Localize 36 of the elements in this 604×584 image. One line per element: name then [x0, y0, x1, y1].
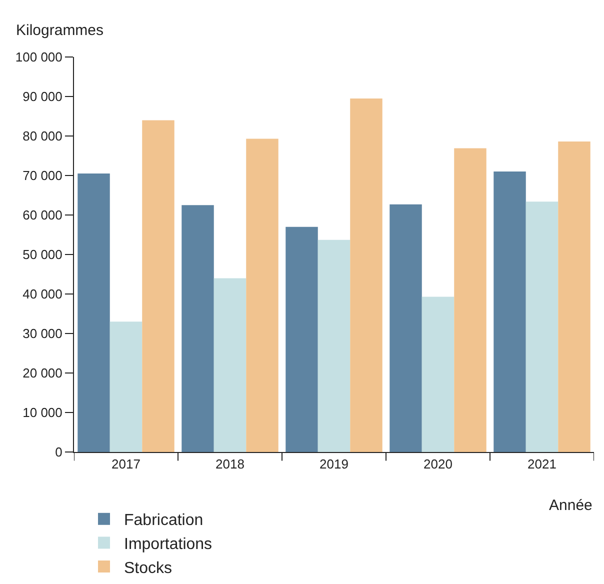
y-tick-label: 30 000: [22, 326, 62, 342]
bar: [78, 174, 110, 452]
y-tick-label: 100 000: [15, 50, 62, 65]
legend-label: Importations: [124, 536, 212, 553]
bar: [558, 142, 590, 452]
bar: [246, 138, 278, 452]
y-tick-label: 80 000: [22, 128, 62, 144]
bar: [454, 148, 486, 452]
bar: [110, 322, 142, 452]
y-tick-label: 20 000: [22, 366, 62, 381]
x-tick-label: 2021: [528, 456, 556, 472]
x-tick-label: 2017: [112, 456, 140, 472]
bar: [422, 296, 454, 452]
bar: [390, 204, 422, 452]
bar: [494, 172, 526, 452]
y-tick-label: 0: [55, 444, 62, 460]
y-tick-label: 40 000: [22, 286, 62, 302]
y-tick-label: 60 000: [22, 208, 62, 223]
bar: [350, 98, 382, 452]
x-tick-label: 2018: [216, 456, 244, 472]
x-axis-title: Année: [549, 497, 592, 514]
y-tick-label: 90 000: [22, 89, 62, 104]
bar: [142, 120, 174, 452]
bar: [526, 202, 558, 452]
y-tick-label: 70 000: [22, 168, 62, 184]
y-tick-label: 10 000: [22, 405, 62, 420]
y-tick-label: 50 000: [22, 247, 62, 262]
bar: [214, 278, 246, 452]
bar: [182, 205, 214, 452]
x-tick-label: 2020: [424, 456, 452, 472]
bar: [286, 226, 318, 452]
y-axis-title: Kilogrammes: [16, 22, 104, 39]
legend-label: Fabrication: [124, 512, 204, 530]
x-tick-label: 2019: [320, 456, 348, 472]
bar: [318, 240, 350, 452]
legend-label: Stocks: [124, 560, 172, 577]
